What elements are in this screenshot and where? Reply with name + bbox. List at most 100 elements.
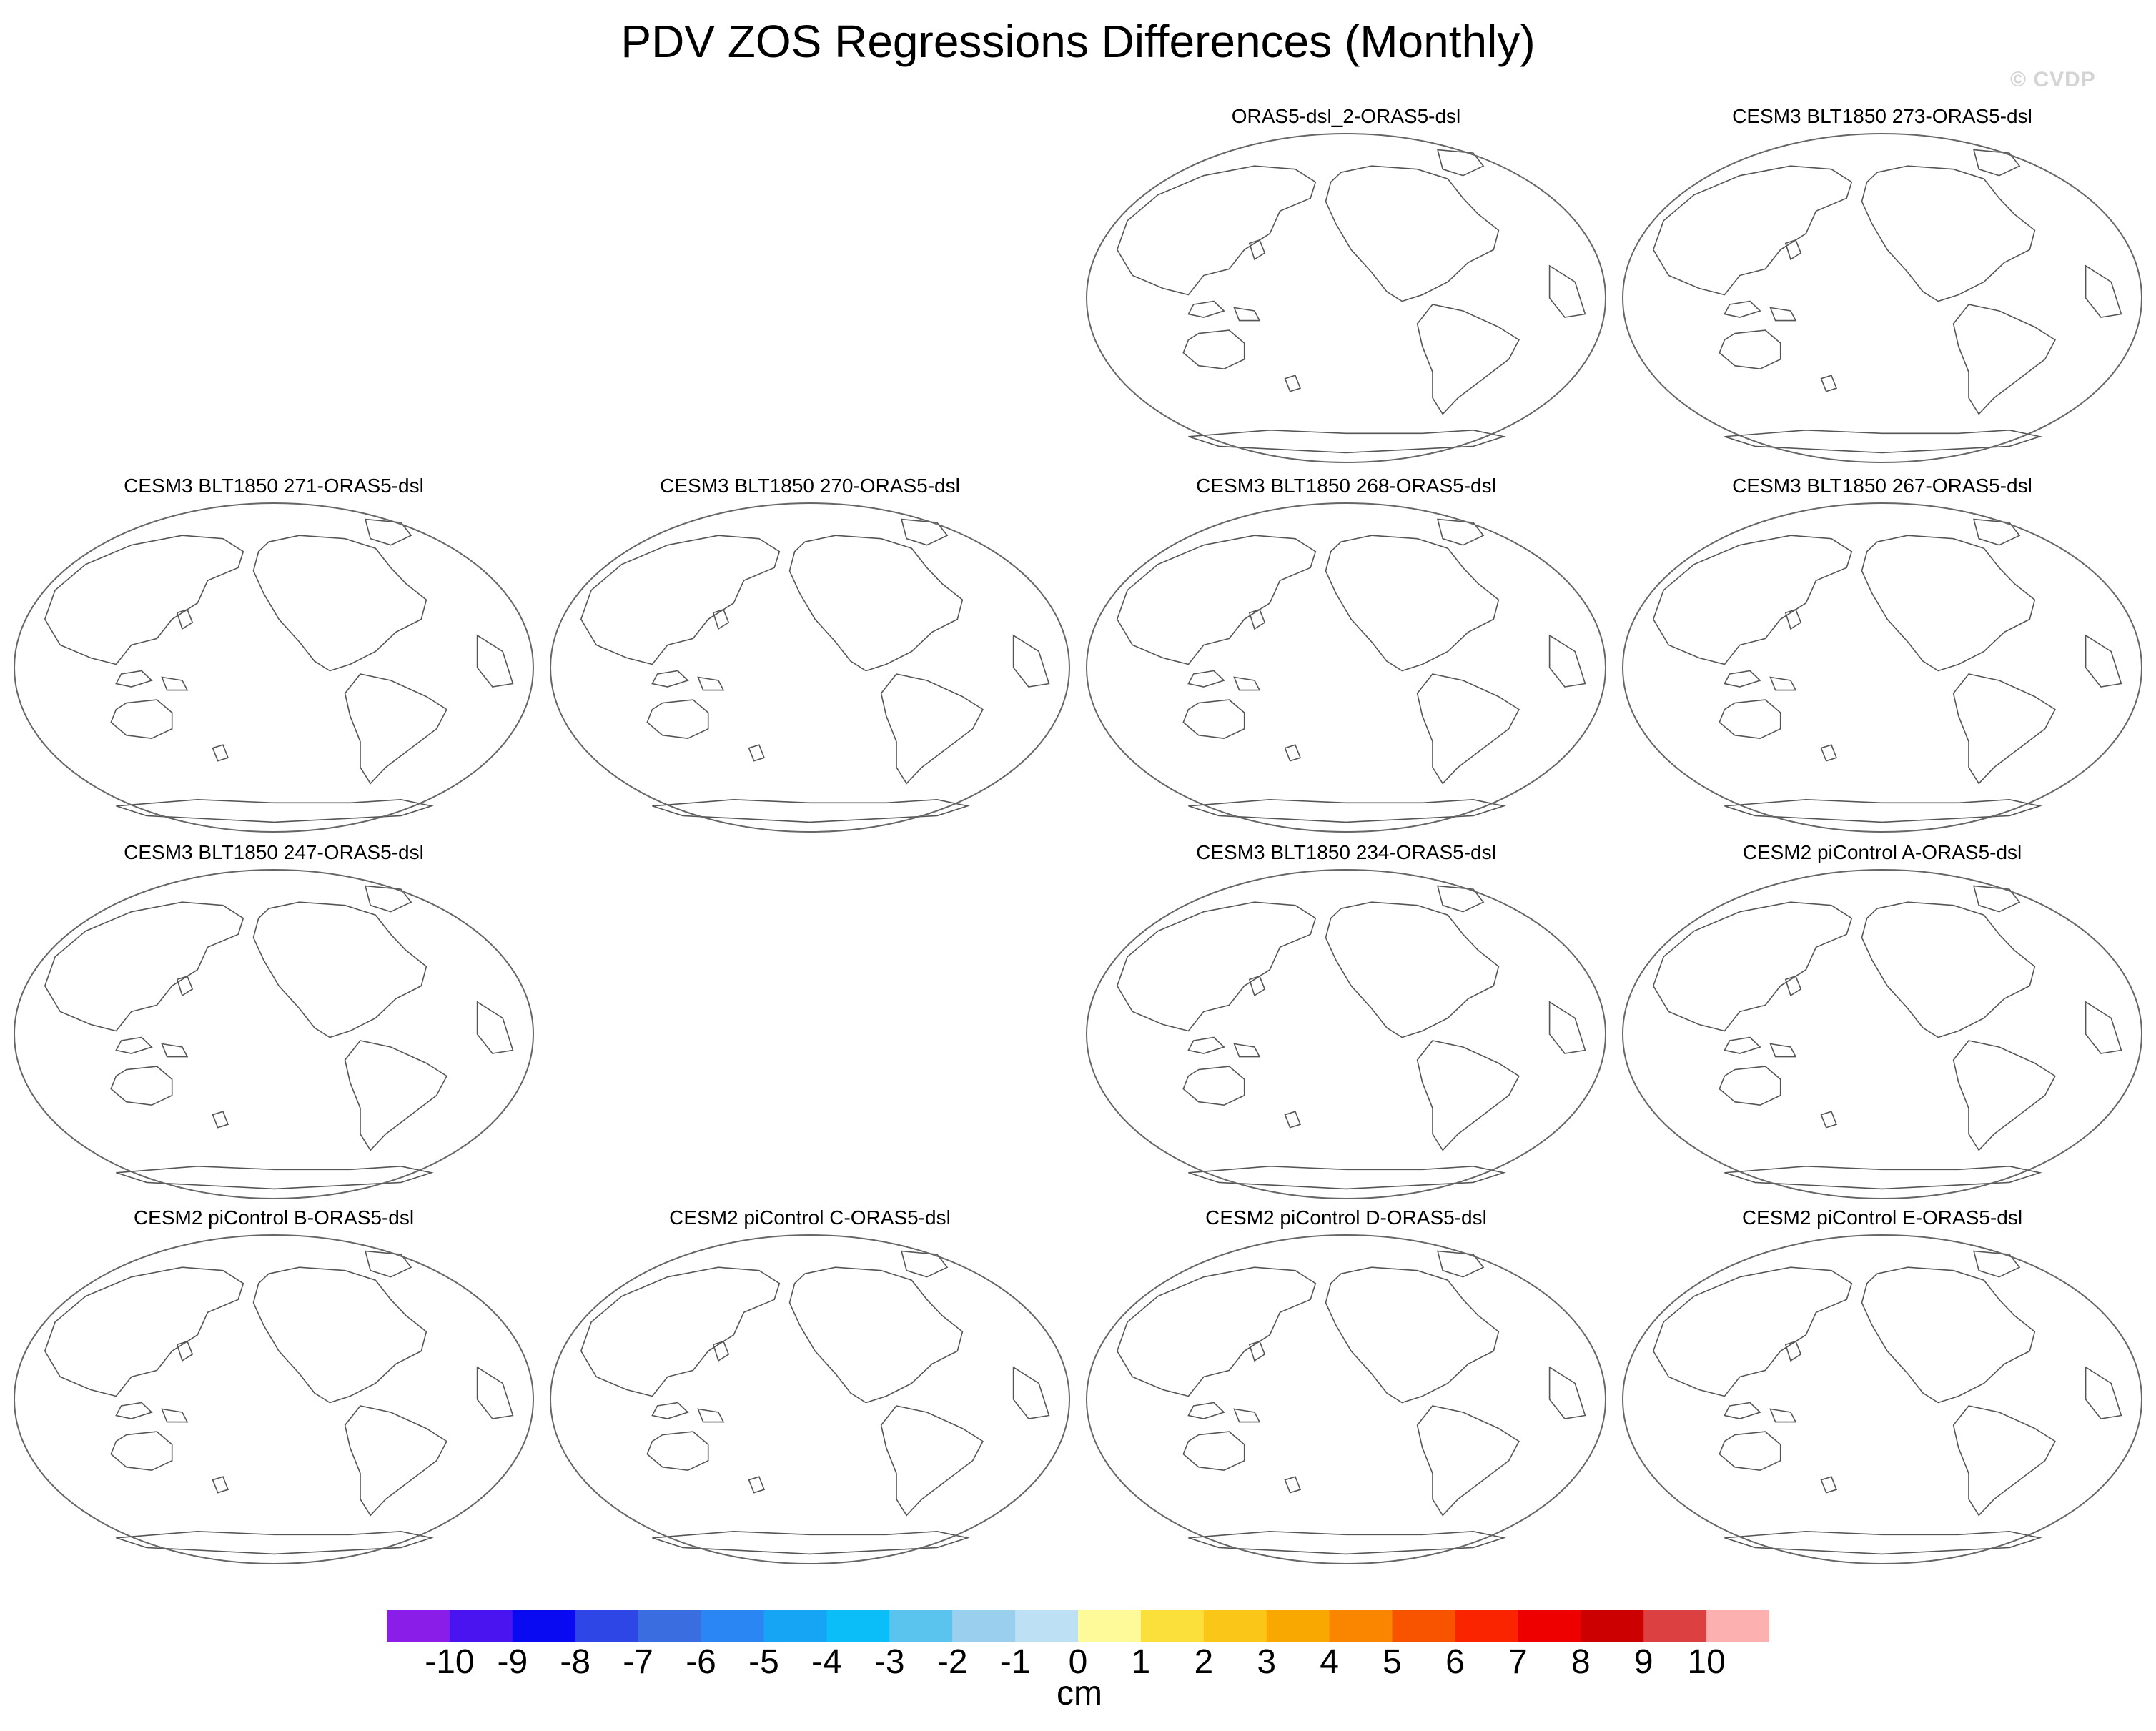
- map-panel: CESM2 piControl B-ORAS5-dsl: [9, 1205, 538, 1569]
- colorbar-tick-label: -7: [623, 1643, 653, 1681]
- coastline: [1187, 1402, 1225, 1419]
- panel-map: [1621, 1234, 2143, 1569]
- coastline: [697, 1408, 725, 1423]
- coastline: [651, 670, 689, 688]
- coastline: [252, 901, 427, 1038]
- colorbar-tick-label: 7: [1508, 1643, 1528, 1681]
- colorbar-tick-label: 2: [1194, 1643, 1214, 1681]
- map-panel: CESM2 piControl D-ORAS5-dsl: [1082, 1205, 1611, 1569]
- map-boundary: [1086, 502, 1606, 833]
- coastline: [1548, 1366, 1586, 1419]
- panel-title: CESM3 BLT1850 268-ORAS5-dsl: [1196, 475, 1496, 497]
- panel-title: CESM3 BLT1850 267-ORAS5-dsl: [1732, 475, 2032, 497]
- coastline: [1248, 608, 1266, 630]
- coastline: [1188, 429, 1506, 454]
- map-panel: CESM2 piControl E-ORAS5-dsl: [1618, 1205, 2147, 1569]
- colorbar-cell: [512, 1610, 576, 1642]
- panel-map: [13, 868, 535, 1204]
- panel-title: CESM3 BLT1850 234-ORAS5-dsl: [1196, 841, 1496, 863]
- robinson-map: [1086, 869, 1606, 1199]
- coastline: [1973, 149, 2021, 177]
- coastline: [1952, 1040, 2056, 1151]
- map-panel: CESM2 piControl C-ORAS5-dsl: [545, 1205, 1074, 1569]
- coastline: [1284, 375, 1302, 392]
- colorbar-cell: [1203, 1610, 1267, 1642]
- coastline: [476, 634, 514, 688]
- robinson-map: [550, 502, 1070, 833]
- colorbar-tick-label: -1: [999, 1643, 1031, 1681]
- colorbar-tick-label: -5: [748, 1643, 779, 1681]
- panel-map: [1621, 868, 2143, 1204]
- coastline: [1248, 239, 1266, 261]
- robinson-map: [14, 869, 534, 1199]
- colorbar-cell: [701, 1610, 764, 1642]
- coastline: [176, 608, 194, 630]
- coastline: [1437, 149, 1485, 177]
- coastline: [1652, 165, 1853, 296]
- map-boundary: [14, 869, 534, 1199]
- coastline: [1284, 744, 1302, 762]
- colorbar-tick-label: 3: [1257, 1643, 1277, 1681]
- map-panel: CESM3 BLT1850 270-ORAS5-dsl: [545, 473, 1074, 838]
- coastline: [1188, 1165, 1506, 1190]
- coastline: [1233, 307, 1261, 322]
- coastline: [2085, 264, 2122, 318]
- colorbar-cell: [638, 1610, 702, 1642]
- coastline: [1769, 676, 1797, 691]
- coastline: [580, 1266, 781, 1397]
- coastline: [1416, 673, 1520, 785]
- coastline: [365, 885, 412, 913]
- coastline: [1248, 1340, 1266, 1362]
- coastline: [1182, 1431, 1245, 1472]
- coastline: [1769, 1408, 1797, 1423]
- coastline: [1437, 1250, 1485, 1278]
- coastline: [1719, 1066, 1781, 1106]
- map-panel: CESM3 BLT1850 271-ORAS5-dsl: [9, 473, 538, 838]
- colorbar-tick-label: -8: [560, 1643, 591, 1681]
- cvdp-watermark: © CVDP: [2010, 68, 2096, 91]
- colorbar-tick-label: -4: [811, 1643, 842, 1681]
- colorbar-tick-label: -9: [497, 1643, 528, 1681]
- map-boundary: [1086, 133, 1606, 463]
- coastline: [880, 673, 984, 785]
- coastline: [1820, 744, 1838, 762]
- map-boundary: [1086, 869, 1606, 1199]
- colorbar-units: cm: [1057, 1675, 1102, 1712]
- map-boundary: [14, 502, 534, 833]
- coastline: [1233, 1408, 1261, 1423]
- coastline: [1233, 676, 1261, 691]
- colorbar-cell: [826, 1610, 890, 1642]
- coastline: [1724, 670, 1761, 688]
- robinson-map: [1086, 1234, 1606, 1564]
- coastline: [1652, 901, 1853, 1032]
- colorbar-cell: [1266, 1610, 1330, 1642]
- colorbar-tick-label: 5: [1383, 1643, 1402, 1681]
- coastline: [2085, 634, 2122, 688]
- coastline: [1325, 165, 1500, 302]
- coastline: [110, 1431, 173, 1472]
- coastline: [1187, 1036, 1225, 1054]
- coastline: [1182, 699, 1245, 740]
- colorbar-cell: [1078, 1610, 1142, 1642]
- coastline: [697, 676, 725, 691]
- panel-title: CESM3 BLT1850 273-ORAS5-dsl: [1732, 105, 2032, 127]
- coastline: [110, 699, 173, 740]
- coastline: [115, 1036, 153, 1054]
- colorbar: [387, 1610, 1769, 1642]
- coastline: [116, 1530, 434, 1555]
- map-panel: ORAS5-dsl_2-ORAS5-dsl: [1082, 104, 1611, 468]
- panel-title: CESM3 BLT1850 271-ORAS5-dsl: [124, 475, 424, 497]
- colorbar-cell: [449, 1610, 513, 1642]
- coastline: [1012, 1366, 1050, 1419]
- panel-map: [1621, 132, 2143, 467]
- coastline: [1784, 239, 1802, 261]
- robinson-map: [14, 502, 534, 833]
- map-panel: CESM3 BLT1850 267-ORAS5-dsl: [1618, 473, 2147, 838]
- coastline: [252, 535, 427, 672]
- coastline: [1652, 535, 1853, 665]
- coastline: [1187, 670, 1225, 688]
- coastline: [44, 535, 244, 665]
- coastline: [1861, 535, 2036, 672]
- figure-title: PDV ZOS Regressions Differences (Monthly…: [620, 16, 1536, 67]
- coastline: [1861, 165, 2036, 302]
